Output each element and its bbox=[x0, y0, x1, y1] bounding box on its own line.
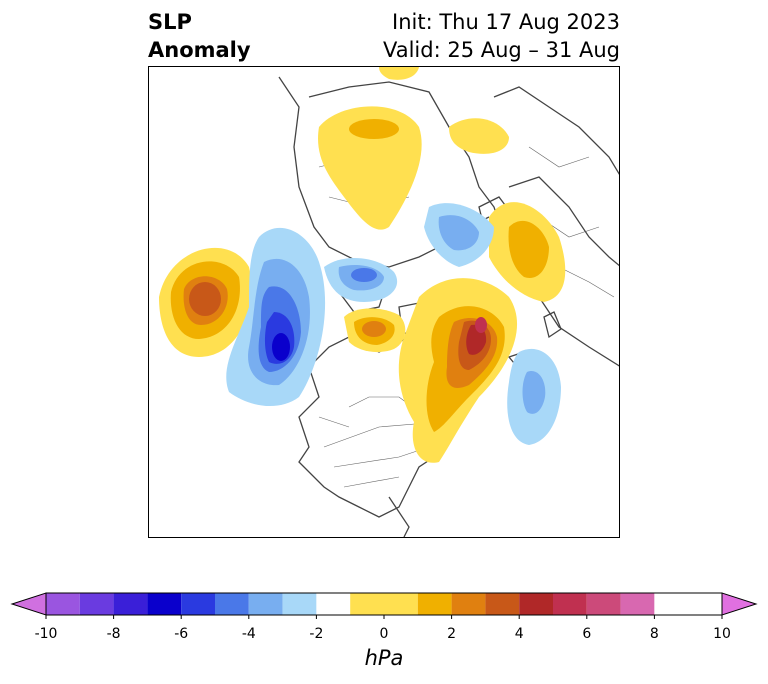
colorbar-ticks bbox=[45, 615, 723, 619]
colorbar-bin bbox=[688, 593, 722, 615]
forecast-dates: Init: Thu 17 Aug 2023 Valid: 25 Aug – 31… bbox=[383, 8, 620, 64]
colorbar-tick-label: -10 bbox=[34, 626, 58, 642]
colorbar-bin bbox=[181, 593, 215, 615]
colorbar-bin bbox=[147, 593, 182, 615]
anomaly-high-scandinavia bbox=[489, 202, 566, 302]
colorbar-bin bbox=[586, 593, 621, 615]
colorbar-bin bbox=[316, 593, 351, 615]
map-panel bbox=[148, 66, 620, 538]
colorbar-over-arrow bbox=[721, 592, 758, 616]
colorbar-tick-label: 6 bbox=[582, 626, 592, 642]
anomaly-low-atlantic bbox=[507, 348, 561, 445]
colorbar-under-arrow bbox=[10, 592, 47, 616]
colorbar-tick-label: 0 bbox=[379, 626, 389, 642]
colorbar-bin bbox=[113, 593, 148, 615]
anomaly-high-arctic bbox=[344, 308, 406, 353]
colorbar-bins bbox=[46, 593, 722, 615]
valid-range: Valid: 25 Aug – 31 Aug bbox=[382, 38, 620, 62]
colorbar-bin bbox=[417, 593, 452, 615]
map-title: SLP Anomaly bbox=[148, 8, 251, 64]
colorbar-tick-label: -4 bbox=[241, 626, 256, 642]
anomaly-map bbox=[159, 67, 619, 537]
colorbar-bin bbox=[553, 593, 587, 615]
colorbar-tick-label: 2 bbox=[447, 626, 457, 642]
colorbar-tick-label: -6 bbox=[174, 626, 189, 642]
colorbar-bin bbox=[46, 593, 80, 615]
anomaly-high-pacific bbox=[159, 247, 252, 357]
colorbar-bin bbox=[282, 593, 317, 615]
colorbar-bin bbox=[519, 593, 553, 615]
init-date: Init: Thu 17 Aug 2023 bbox=[392, 10, 620, 34]
colorbar-bin bbox=[79, 593, 114, 615]
title-line-2: Anomaly bbox=[148, 38, 251, 62]
colorbar-bin bbox=[350, 593, 418, 615]
colorbar-bin bbox=[654, 593, 689, 615]
anomaly-low-beaufort bbox=[324, 257, 398, 302]
colorbar-bin bbox=[485, 593, 520, 615]
colorbar-tick-label: -2 bbox=[309, 626, 324, 642]
anomaly-high-atlantic bbox=[398, 278, 518, 463]
colorbar-bin bbox=[451, 593, 486, 615]
colorbar-tick-label: 4 bbox=[514, 626, 524, 642]
title-line-1: SLP bbox=[148, 10, 192, 34]
colorbar-bin bbox=[620, 593, 655, 615]
colorbar-tick-label: 10 bbox=[713, 626, 731, 642]
colorbar-bin bbox=[248, 593, 283, 615]
anomaly-high-siberia bbox=[318, 106, 422, 230]
colorbar-tick-label: 8 bbox=[649, 626, 659, 642]
anomaly-low-kara bbox=[424, 203, 494, 267]
colorbar-units: hPa bbox=[364, 646, 404, 670]
anomaly-low-pacific-nw bbox=[226, 227, 326, 407]
colorbar-tick-label: -8 bbox=[106, 626, 121, 642]
colorbar-bin bbox=[215, 593, 249, 615]
anomaly-high-top bbox=[379, 67, 509, 154]
colorbar bbox=[10, 592, 758, 619]
